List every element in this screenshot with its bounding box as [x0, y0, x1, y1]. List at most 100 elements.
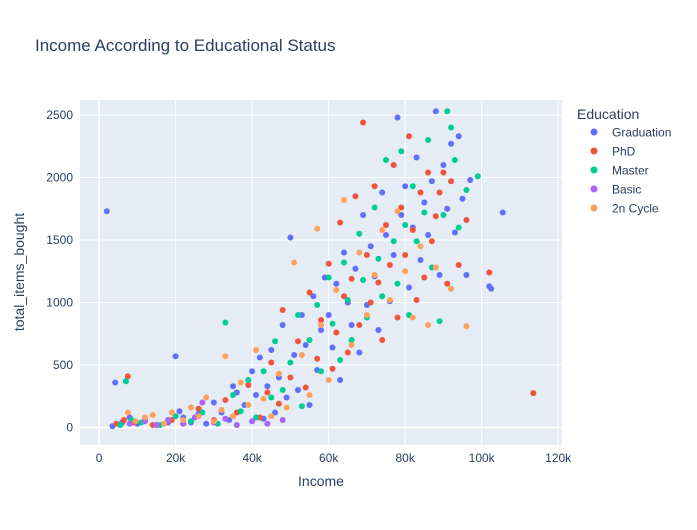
- data-point[interactable]: [142, 414, 148, 421]
- data-point[interactable]: [402, 268, 409, 275]
- data-point[interactable]: [318, 368, 324, 375]
- data-point[interactable]: [222, 415, 229, 422]
- data-point[interactable]: [352, 193, 359, 200]
- data-point[interactable]: [318, 322, 324, 328]
- data-point[interactable]: [314, 225, 321, 232]
- data-point[interactable]: [402, 252, 409, 258]
- data-point[interactable]: [124, 409, 131, 416]
- data-point[interactable]: [121, 417, 127, 423]
- data-point[interactable]: [448, 140, 455, 147]
- data-point[interactable]: [295, 387, 301, 393]
- data-point[interactable]: [348, 342, 355, 348]
- data-point[interactable]: [390, 252, 397, 258]
- data-point[interactable]: [436, 189, 443, 196]
- data-point[interactable]: [132, 418, 139, 425]
- data-point[interactable]: [253, 392, 259, 398]
- data-point[interactable]: [499, 209, 506, 216]
- data-point[interactable]: [124, 373, 131, 380]
- data-point[interactable]: [394, 280, 401, 287]
- data-point[interactable]: [233, 422, 240, 428]
- data-point[interactable]: [260, 368, 267, 375]
- data-point[interactable]: [283, 394, 290, 401]
- data-point[interactable]: [367, 243, 374, 250]
- data-point[interactable]: [333, 280, 340, 287]
- data-point[interactable]: [253, 414, 259, 421]
- data-point[interactable]: [440, 162, 447, 168]
- data-point[interactable]: [325, 260, 332, 267]
- data-point[interactable]: [432, 213, 439, 220]
- data-point[interactable]: [318, 317, 324, 323]
- data-point[interactable]: [275, 370, 282, 377]
- data-point[interactable]: [348, 275, 355, 282]
- data-point[interactable]: [367, 299, 374, 306]
- data-point[interactable]: [356, 322, 363, 328]
- data-point[interactable]: [302, 342, 309, 348]
- data-point[interactable]: [363, 252, 370, 258]
- data-point[interactable]: [409, 227, 416, 233]
- data-point[interactable]: [287, 374, 294, 381]
- data-point[interactable]: [256, 354, 263, 361]
- legend-item[interactable]: Basic: [590, 183, 642, 197]
- data-point[interactable]: [371, 204, 378, 211]
- data-point[interactable]: [291, 352, 298, 358]
- data-point[interactable]: [356, 349, 363, 356]
- data-point[interactable]: [298, 352, 305, 358]
- data-point[interactable]: [375, 255, 382, 262]
- data-point[interactable]: [287, 359, 294, 366]
- data-point[interactable]: [390, 162, 397, 168]
- data-point[interactable]: [425, 232, 432, 238]
- data-point[interactable]: [386, 297, 393, 303]
- data-point[interactable]: [386, 262, 393, 268]
- data-point[interactable]: [383, 222, 389, 228]
- data-point[interactable]: [432, 264, 439, 271]
- data-point[interactable]: [383, 232, 389, 238]
- data-point[interactable]: [440, 212, 447, 218]
- data-point[interactable]: [398, 204, 405, 211]
- data-point[interactable]: [253, 347, 259, 353]
- data-point[interactable]: [488, 285, 495, 292]
- data-point[interactable]: [356, 249, 363, 256]
- data-point[interactable]: [379, 337, 386, 343]
- data-point[interactable]: [425, 169, 432, 176]
- data-point[interactable]: [421, 274, 428, 281]
- data-point[interactable]: [272, 338, 279, 345]
- data-point[interactable]: [318, 327, 324, 333]
- data-point[interactable]: [172, 413, 179, 420]
- data-point[interactable]: [161, 420, 168, 427]
- data-point[interactable]: [436, 272, 443, 278]
- data-point[interactable]: [264, 383, 271, 390]
- data-point[interactable]: [417, 243, 424, 250]
- data-point[interactable]: [348, 322, 355, 328]
- data-point[interactable]: [222, 319, 229, 326]
- data-point[interactable]: [264, 389, 271, 396]
- data-point[interactable]: [409, 314, 416, 321]
- data-point[interactable]: [394, 114, 401, 121]
- data-point[interactable]: [360, 277, 367, 283]
- data-point[interactable]: [390, 238, 397, 245]
- data-point[interactable]: [371, 183, 378, 190]
- legend-item[interactable]: Master: [590, 164, 649, 178]
- data-point[interactable]: [325, 312, 332, 318]
- data-point[interactable]: [298, 403, 305, 410]
- data-point[interactable]: [272, 409, 279, 416]
- data-point[interactable]: [398, 148, 405, 155]
- data-point[interactable]: [463, 272, 470, 278]
- data-point[interactable]: [122, 378, 129, 385]
- data-point[interactable]: [455, 262, 462, 268]
- legend-item[interactable]: PhD: [590, 145, 636, 159]
- data-point[interactable]: [203, 420, 210, 427]
- data-point[interactable]: [268, 413, 275, 420]
- data-point[interactable]: [467, 177, 474, 183]
- data-point[interactable]: [451, 229, 458, 236]
- data-point[interactable]: [245, 402, 252, 408]
- data-point[interactable]: [168, 409, 175, 416]
- data-point[interactable]: [279, 322, 286, 328]
- data-point[interactable]: [260, 395, 267, 402]
- data-point[interactable]: [230, 413, 236, 420]
- data-point[interactable]: [103, 208, 110, 215]
- data-point[interactable]: [268, 359, 275, 366]
- data-point[interactable]: [428, 178, 435, 185]
- data-point[interactable]: [264, 420, 271, 427]
- data-point[interactable]: [295, 312, 301, 318]
- legend[interactable]: Education Graduation PhD Master Basic 2n Cyc…: [577, 106, 671, 216]
